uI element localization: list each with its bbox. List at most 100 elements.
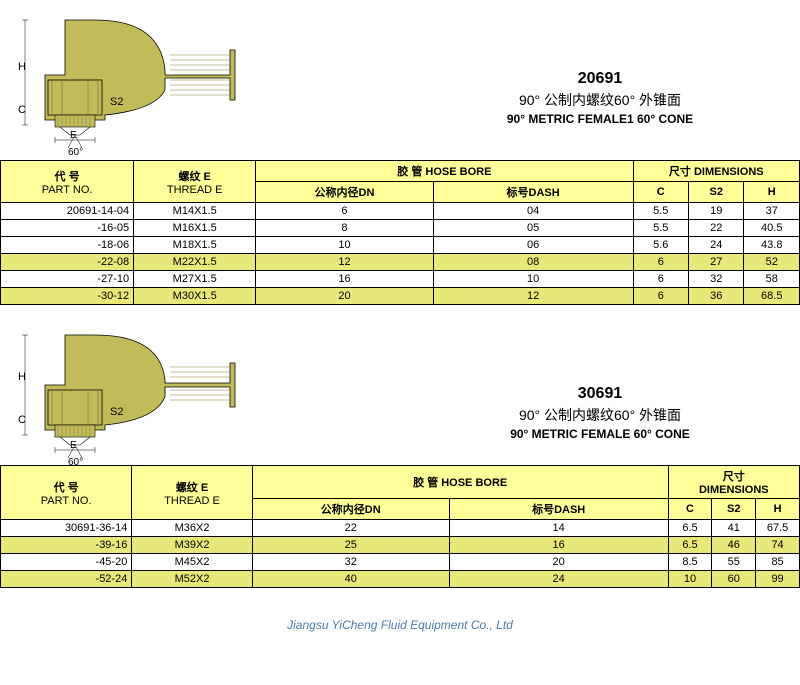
- cell-dn: 12: [256, 254, 434, 271]
- cell-s2: 32: [689, 271, 744, 288]
- label-e: E: [70, 130, 77, 141]
- cell-s2: 22: [689, 220, 744, 237]
- svg-text:C: C: [18, 414, 26, 426]
- table-row: -30-12M30X1.5201263668.5: [1, 288, 800, 305]
- cell-thread: M27X1.5: [134, 271, 256, 288]
- cell-dash: 12: [433, 288, 633, 305]
- cell-dn: 20: [256, 288, 434, 305]
- cell-dn: 22: [252, 520, 449, 537]
- cell-dash: 04: [433, 203, 633, 220]
- label-angle: 60°: [68, 147, 83, 158]
- cell-part: -18-06: [1, 237, 134, 254]
- company-footer: Jiangsu YiCheng Fluid Equipment Co., Ltd: [0, 618, 800, 632]
- cell-dn: 16: [256, 271, 434, 288]
- cell-thread: M52X2: [132, 571, 252, 588]
- cell-c: 6.5: [668, 537, 712, 554]
- cell-thread: M39X2: [132, 537, 252, 554]
- table1-body: 20691-14-04M14X1.56045.51937-16-05M16X1.…: [1, 203, 800, 305]
- svg-text:60°: 60°: [68, 457, 83, 468]
- spec-table-1: 代 号PART NO. 螺纹 ETHREAD E 胶 管 HOSE BORE 尺…: [0, 160, 800, 305]
- cell-part: -52-24: [1, 571, 132, 588]
- cell-s2: 46: [712, 537, 756, 554]
- cell-dn: 40: [252, 571, 449, 588]
- cell-h: 52: [744, 254, 800, 271]
- table-row: -52-24M52X24024106099: [1, 571, 800, 588]
- cell-thread: M18X1.5: [134, 237, 256, 254]
- table-row: -16-05M16X1.58055.52240.5: [1, 220, 800, 237]
- label-s2: S2: [110, 96, 123, 108]
- cell-c: 10: [668, 571, 712, 588]
- cell-h: 67.5: [756, 520, 800, 537]
- title-block-1: 20691 90° 公制内螺纹60° 外锥面 90° METRIC FEMALE…: [440, 70, 760, 126]
- cell-part: -27-10: [1, 271, 134, 288]
- cell-thread: M36X2: [132, 520, 252, 537]
- product-title-cn-1: 90° 公制内螺纹60° 外锥面: [440, 90, 760, 110]
- table-row: -22-08M22X1.5120862752: [1, 254, 800, 271]
- cell-dn: 8: [256, 220, 434, 237]
- cell-dash: 16: [449, 537, 668, 554]
- cell-part: -39-16: [1, 537, 132, 554]
- cell-part: 20691-14-04: [1, 203, 134, 220]
- cell-part: 30691-36-14: [1, 520, 132, 537]
- cell-part: -22-08: [1, 254, 134, 271]
- cell-thread: M14X1.5: [134, 203, 256, 220]
- cell-s2: 41: [712, 520, 756, 537]
- cell-h: 40.5: [744, 220, 800, 237]
- section-30691: H C E S2 60° 30691 90° 公制内螺纹60° 外锥面 90° …: [0, 315, 800, 588]
- cell-c: 6: [633, 271, 688, 288]
- cell-thread: M45X2: [132, 554, 252, 571]
- title-block-2: 30691 90° 公制内螺纹60° 外锥面 90° METRIC FEMALE…: [440, 385, 760, 441]
- svg-text:E: E: [70, 440, 77, 451]
- cell-c: 5.6: [633, 237, 688, 254]
- table-row: 30691-36-14M36X222146.54167.5: [1, 520, 800, 537]
- cell-h: 37: [744, 203, 800, 220]
- cell-h: 85: [756, 554, 800, 571]
- cell-thread: M22X1.5: [134, 254, 256, 271]
- cell-s2: 60: [712, 571, 756, 588]
- product-title-cn-2: 90° 公制内螺纹60° 外锥面: [440, 405, 760, 425]
- cell-part: -16-05: [1, 220, 134, 237]
- section1-top: H C E S2 60° 20691 90° 公制内螺纹60° 外锥面 90° …: [0, 0, 800, 160]
- cell-dn: 25: [252, 537, 449, 554]
- product-code-1: 20691: [440, 70, 760, 88]
- cell-s2: 36: [689, 288, 744, 305]
- cell-thread: M16X1.5: [134, 220, 256, 237]
- cell-dash: 08: [433, 254, 633, 271]
- product-title-en-2: 90° METRIC FEMALE 60° CONE: [440, 427, 760, 441]
- table-row: -27-10M27X1.5161063258: [1, 271, 800, 288]
- table-row: -18-06M18X1.510065.62443.8: [1, 237, 800, 254]
- cell-h: 99: [756, 571, 800, 588]
- cell-dash: 05: [433, 220, 633, 237]
- cell-thread: M30X1.5: [134, 288, 256, 305]
- fitting-diagram-1: H C E S2 60°: [10, 10, 250, 160]
- label-c: C: [18, 104, 26, 116]
- cell-dash: 24: [449, 571, 668, 588]
- table2-body: 30691-36-14M36X222146.54167.5 -39-16M39X2…: [1, 520, 800, 588]
- cell-dash: 14: [449, 520, 668, 537]
- svg-text:S2: S2: [110, 406, 123, 418]
- cell-c: 5.5: [633, 203, 688, 220]
- spec-table-2: 代 号PART NO. 螺纹 ETHREAD E 胶 管 HOSE BORE 尺…: [0, 465, 800, 588]
- cell-c: 8.5: [668, 554, 712, 571]
- section-20691: H C E S2 60° 20691 90° 公制内螺纹60° 外锥面 90° …: [0, 0, 800, 305]
- cell-h: 58: [744, 271, 800, 288]
- cell-c: 5.5: [633, 220, 688, 237]
- table-row: 20691-14-04M14X1.56045.51937: [1, 203, 800, 220]
- cell-s2: 27: [689, 254, 744, 271]
- cell-dash: 20: [449, 554, 668, 571]
- table-row: -45-20M45X232208.55585: [1, 554, 800, 571]
- product-code-2: 30691: [440, 385, 760, 403]
- fitting-diagram-2: H C E S2 60°: [10, 325, 250, 475]
- cell-h: 68.5: [744, 288, 800, 305]
- cell-dn: 32: [252, 554, 449, 571]
- cell-h: 74: [756, 537, 800, 554]
- cell-part: -30-12: [1, 288, 134, 305]
- section2-top: H C E S2 60° 30691 90° 公制内螺纹60° 外锥面 90° …: [0, 315, 800, 465]
- cell-s2: 19: [689, 203, 744, 220]
- cell-c: 6: [633, 254, 688, 271]
- cell-dn: 6: [256, 203, 434, 220]
- cell-dash: 10: [433, 271, 633, 288]
- cell-part: -45-20: [1, 554, 132, 571]
- cell-c: 6: [633, 288, 688, 305]
- product-title-en-1: 90° METRIC FEMALE1 60° CONE: [440, 112, 760, 126]
